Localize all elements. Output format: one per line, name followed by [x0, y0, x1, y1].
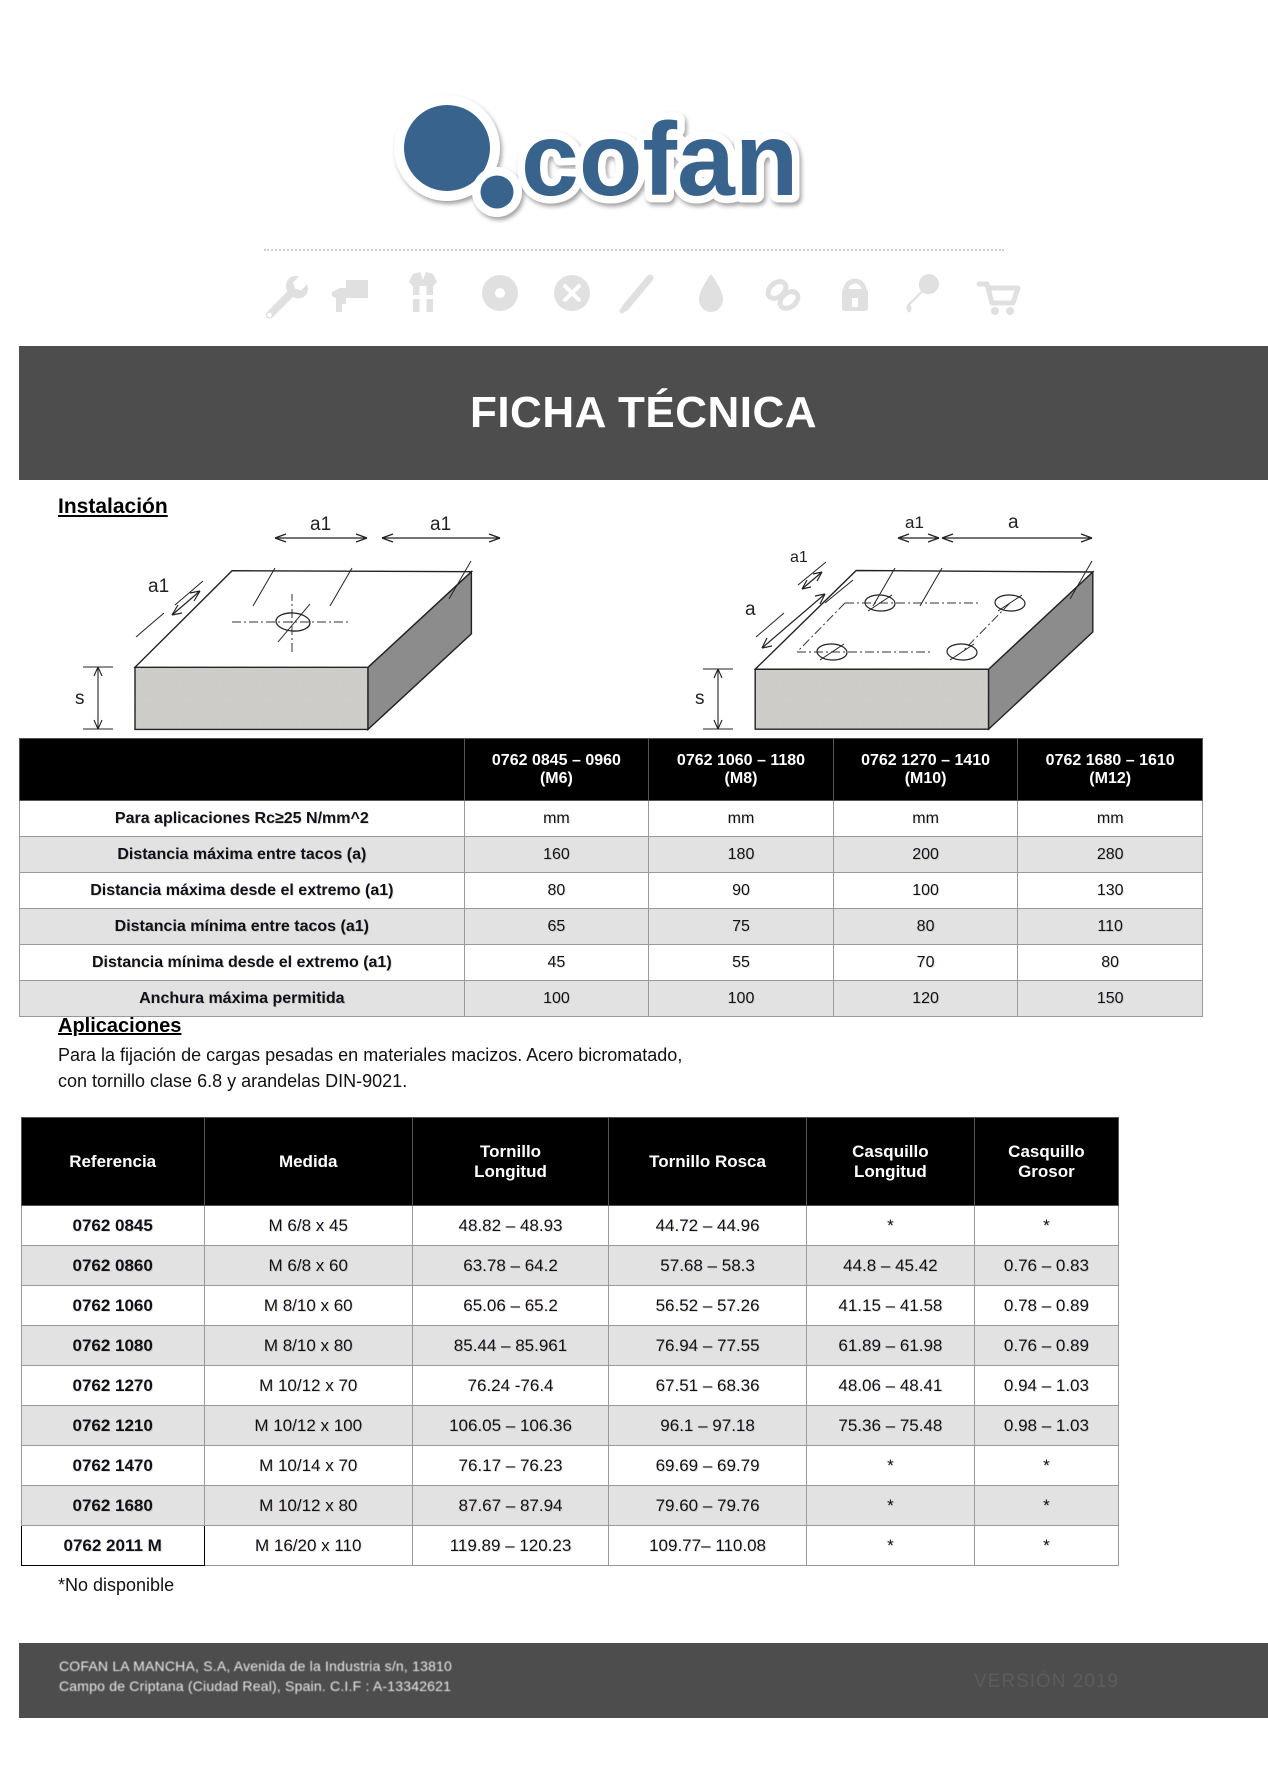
- svg-text:a1: a1: [310, 514, 331, 535]
- svg-text:s: s: [75, 688, 85, 709]
- svg-text:a: a: [1008, 512, 1019, 533]
- svg-text:cofan: cofan: [521, 102, 798, 218]
- svg-text:s: s: [695, 688, 705, 709]
- svg-text:a1: a1: [148, 576, 169, 597]
- svg-text:a1: a1: [905, 513, 924, 532]
- svg-text:a1: a1: [430, 514, 451, 535]
- svg-text:a: a: [745, 599, 756, 620]
- svg-text:a1: a1: [790, 549, 808, 566]
